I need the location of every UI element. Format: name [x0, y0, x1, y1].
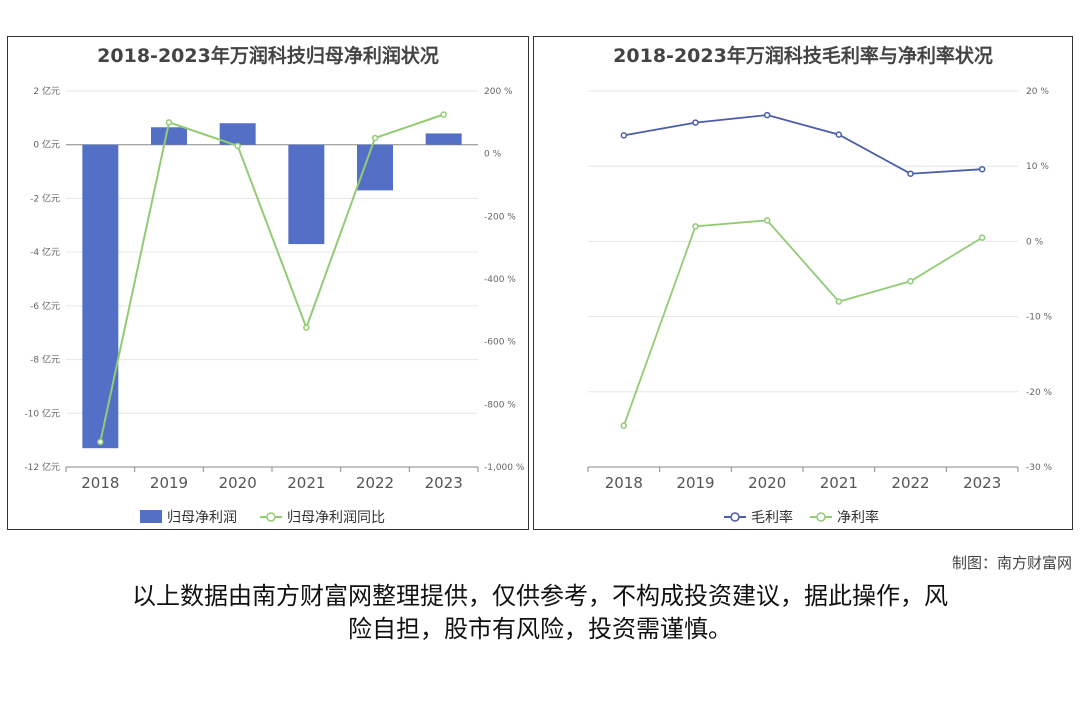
y-left-tick-label: -8 亿元 [30, 354, 60, 366]
series-point-0-2023 [978, 165, 986, 173]
legend-label: 归母净利润同比 [287, 509, 385, 526]
margin-chart: 20 % 10 % 0 % -10 % -20 % -30 % 2018 2019 2020 20… [587, 87, 1053, 526]
y-right-tick-label: 0 % [484, 150, 502, 160]
series-point-1-2022 [907, 278, 914, 285]
x-tick-label: 2018 [605, 474, 643, 492]
disclaimer-line: 险自担，股市有风险，投资需谨慎。 [348, 615, 732, 643]
yoy-point-2022 [371, 134, 379, 142]
y-left-tick-label: 0 亿元 [33, 139, 60, 151]
x-tick-label: 2023 [425, 474, 463, 492]
series-point-0-2021 [835, 131, 843, 138]
x-tick-label: 2020 [748, 474, 786, 492]
y-right-tick-label: 0 % [1026, 237, 1044, 247]
bar-2022 [357, 144, 393, 191]
x-tick-label: 2023 [963, 474, 1001, 492]
legend-swatch-marker [816, 512, 826, 522]
chart-panel-margins: 2018-2023年万润科技毛利率与净利率状况 20 % 10 % 0 % -10 %… [533, 36, 1073, 530]
y-left-tick-label: -2 亿元 [30, 192, 60, 204]
x-tick-label: 2022 [891, 474, 929, 492]
yoy-point-2020 [234, 142, 241, 150]
x-tick-label: 2019 [676, 474, 714, 492]
series-line-0 [623, 114, 983, 175]
series-point-1-2023 [978, 234, 986, 241]
series-point-1-2020 [763, 217, 771, 224]
legend-swatch-marker [730, 512, 740, 522]
bar-2019 [151, 127, 187, 145]
series-point-0-2019 [692, 119, 699, 126]
legend-swatch-bar [140, 510, 162, 523]
chart-credit: 制图：南方财富网 [951, 554, 1072, 572]
x-tick-label: 2020 [219, 474, 257, 492]
series-point-1-2021 [835, 298, 843, 305]
yoy-line [99, 113, 444, 443]
bar-2021 [288, 144, 325, 245]
yoy-point-2018 [97, 438, 104, 446]
series-point-0-2022 [907, 170, 914, 177]
y-left-tick-label: -6 亿元 [30, 300, 60, 312]
series-point-0-2018 [620, 132, 628, 139]
legend-label: 毛利率 [751, 509, 793, 526]
legend-label: 归母净利润 [167, 509, 237, 526]
x-tick-label: 2021 [287, 474, 325, 492]
y-right-tick-label: -30 % [1026, 463, 1053, 473]
series-point-1-2018 [620, 422, 628, 429]
x-tick-label: 2018 [81, 474, 119, 492]
x-tick-label: 2021 [820, 474, 858, 492]
y-right-tick-label: -800 % [484, 400, 516, 410]
yoy-point-2021 [303, 324, 310, 331]
x-tick-label: 2019 [150, 474, 188, 492]
y-right-tick-label: -20 % [1026, 388, 1053, 398]
y-right-tick-label: -200 % [484, 212, 516, 222]
y-right-tick-label: -1,000 % [484, 463, 525, 473]
x-tick-label: 2022 [356, 474, 394, 492]
chart-panel-net-profit: 2018-2023年万润科技归母净利润状况 2 亿元 0 亿元 -2 亿元 -4 亿元… [7, 36, 529, 530]
bar-2023 [425, 133, 462, 145]
y-left-tick-label: 2 亿元 [33, 85, 60, 97]
y-left-tick-label: -4 亿元 [30, 246, 60, 258]
y-right-tick-label: 200 % [484, 87, 513, 97]
y-right-tick-label: -10 % [1026, 313, 1053, 323]
y-right-tick-label: -600 % [484, 338, 516, 348]
y-left-tick-label: -12 亿元 [24, 461, 60, 473]
chart-title: 2018-2023年万润科技毛利率与净利率状况 [613, 45, 993, 67]
disclaimer: 以上数据由南方财富网整理提供，仅供参考，不构成投资建议，据此操作，风 险自担，股… [60, 580, 1020, 646]
yoy-point-2019 [165, 119, 173, 126]
y-right-tick-label: 10 % [1026, 162, 1049, 172]
legend-swatch-marker [266, 512, 276, 522]
disclaimer-line: 以上数据由南方财富网整理提供，仅供参考，不构成投资建议，据此操作，风 [132, 582, 948, 610]
chart-title: 2018-2023年万润科技归母净利润状况 [97, 45, 439, 67]
y-left-tick-label: -10 亿元 [24, 407, 60, 419]
series-point-1-2019 [692, 223, 699, 230]
net-profit-chart: 2 亿元 0 亿元 -2 亿元 -4 亿元 -6 亿元 -8 亿元 -10 亿元 -12 亿元… [24, 85, 525, 526]
legend-label: 净利率 [837, 509, 879, 526]
yoy-point-2023 [440, 111, 447, 118]
series-line-1 [622, 219, 983, 426]
y-right-tick-label: -400 % [484, 275, 516, 285]
bar-2020 [219, 123, 256, 145]
bar-2018 [82, 144, 119, 449]
series-point-0-2020 [763, 111, 771, 119]
y-right-tick-label: 20 % [1026, 87, 1049, 97]
